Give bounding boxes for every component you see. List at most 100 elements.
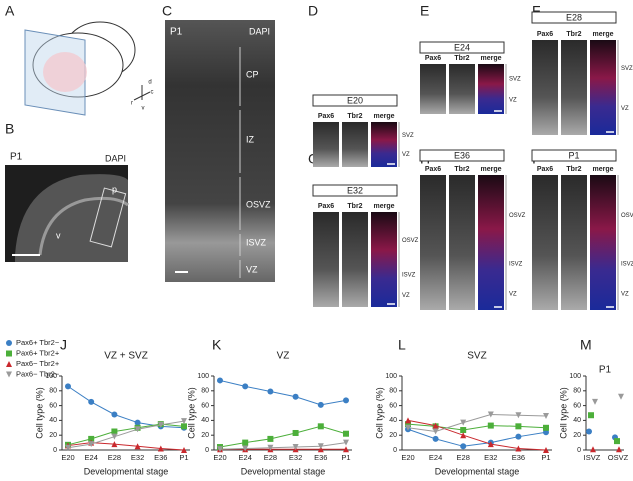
x-tick-label: P1 [179,453,188,462]
series-line [67,442,185,451]
marker [343,439,349,446]
x-tick-label: P1 [541,453,550,462]
marker [217,377,223,384]
marker [292,393,299,400]
series-line [219,442,347,450]
brain-schematic [24,21,151,116]
zone-label: ISVZ [509,262,523,268]
y-tick-label: 100 [45,373,57,380]
stage-box [312,184,398,197]
layer-label: ISVZ [246,237,267,247]
series-line [219,425,347,448]
channel-label: Pax6 [425,55,441,62]
y-axis-label: Cell type (%) [186,387,196,439]
marker [614,438,620,445]
channel-label: Pax6 [425,166,441,173]
series-line [67,385,185,429]
marker [65,444,71,451]
micrograph [313,122,339,167]
zone-label: VZ [402,152,410,158]
marker [543,412,549,419]
marker [217,446,223,453]
marker [181,447,187,453]
channel-label: merge [373,203,394,210]
micrograph [478,64,504,114]
x-tick-label: E32 [131,453,144,462]
x-tick-label: E20 [401,453,414,462]
marker [515,423,522,430]
channel-label: Pax6 [318,113,334,120]
marker [317,401,324,408]
micrograph [532,40,558,135]
y-tick-label: 80 [201,388,209,395]
y-tick-label: 100 [385,373,397,380]
marker [405,417,411,424]
x-tick-label: E32 [289,453,302,462]
marker [432,428,439,435]
layer-label: IZ [246,134,255,144]
micrograph [590,40,616,135]
marker [487,411,494,418]
panel-letter: E [420,3,429,19]
marker [157,445,164,452]
marker [111,411,118,418]
y-tick-label: 40 [49,417,57,424]
axis-letter: d [148,80,151,86]
x-tick-label: E36 [512,453,525,462]
marker [134,426,141,433]
marker [460,443,467,450]
marker [460,427,467,434]
coronal-section-image [5,165,129,262]
micrograph [371,212,397,307]
marker [543,447,549,453]
micrograph [449,64,475,114]
stage-label: P1 [568,150,579,160]
layer-label: CP [246,69,259,79]
marker [317,443,324,450]
x-tick-label: E28 [264,453,277,462]
marker [515,433,522,440]
y-tick-label: 40 [389,417,397,424]
marker [181,423,187,430]
channel-label: merge [592,166,613,173]
stage-label: E20 [347,95,363,105]
marker [134,443,141,450]
chart-title: SVZ [467,351,486,362]
y-tick-label: 20 [389,432,397,439]
marker [460,419,467,426]
y-tick-label: 80 [389,388,397,395]
x-tick-label: P1 [341,453,350,462]
marker [460,432,467,439]
micrograph [561,175,587,310]
marker [242,445,249,452]
micrograph [420,175,446,310]
channel-label: merge [480,55,501,62]
y-axis-label: Cell type (%) [558,387,568,439]
zone-label: VZ [509,98,517,104]
stain-label: DAPI [249,26,270,36]
panel-letter: J [60,337,67,353]
region-label: p [112,184,117,194]
marker [616,446,622,453]
marker [487,441,494,448]
y-tick-label: 60 [49,402,57,409]
marker [267,444,274,451]
marker [88,398,95,405]
marker [618,393,624,400]
channel-label: merge [480,166,501,173]
marker [588,412,594,419]
stage-label: E24 [454,42,470,52]
series-line [67,420,185,449]
zone-label: ISVZ [621,262,633,268]
channel-label: Tbr2 [454,55,469,62]
zone-label: ISVZ [402,272,416,278]
marker [134,419,141,426]
series-line [407,428,547,447]
marker [590,446,596,453]
x-tick-label: E24 [239,453,252,462]
marker [181,418,187,425]
channel-label: Pax6 [318,203,334,210]
channel-label: Tbr2 [347,113,362,120]
y-tick-label: 0 [577,447,581,454]
